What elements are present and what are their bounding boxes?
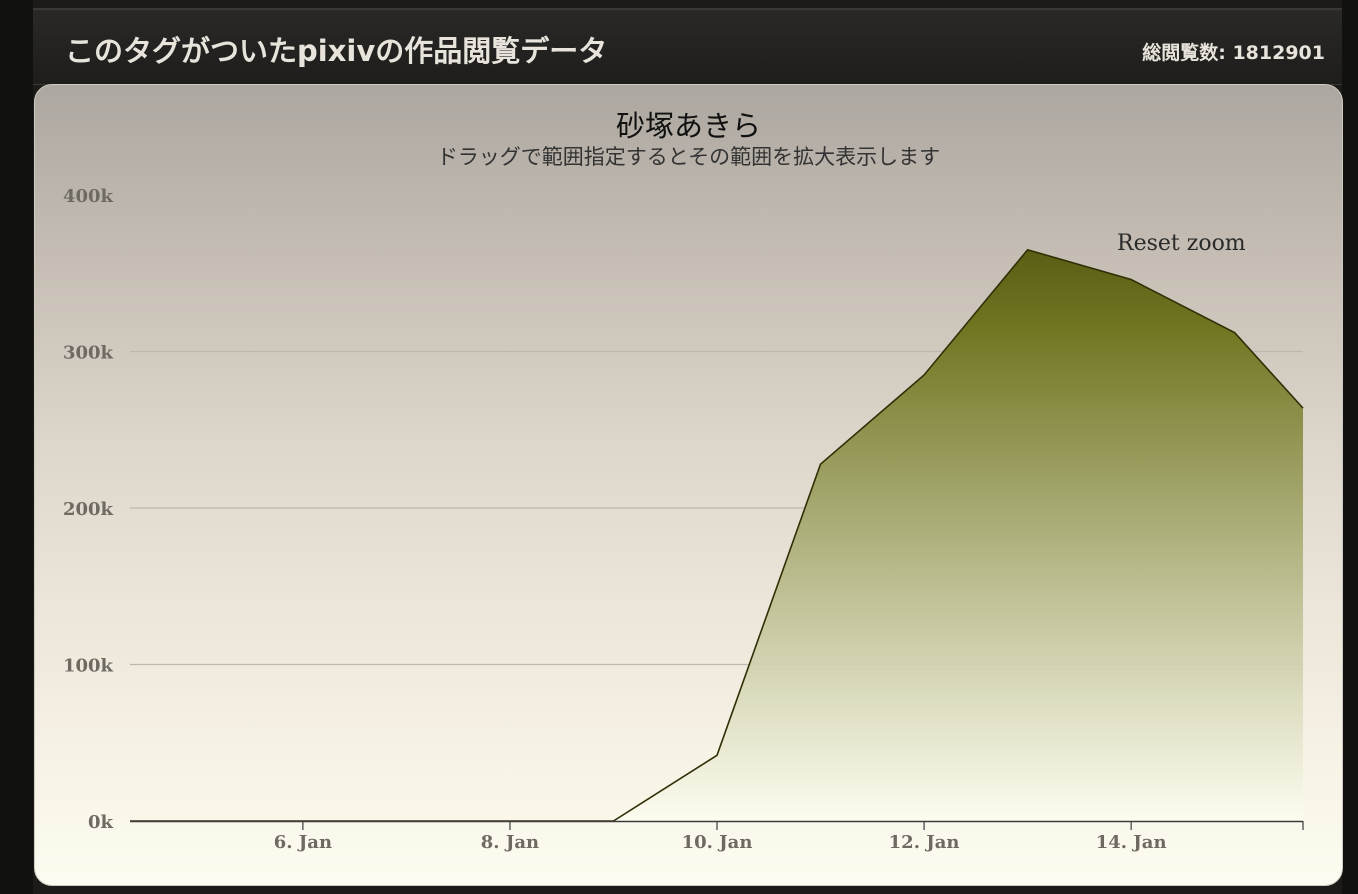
chart-svg[interactable]: 0k 100k 200k 300k 400k 6. Jan 8. Jan 10. Jan 12.… [35,85,1342,885]
y-tick-label: 300k [63,343,114,364]
chart-title: 砂塚あきら [615,109,761,143]
y-tick-label: 400k [63,186,114,207]
y-tick-label: 100k [63,656,114,677]
y-tick-label: 200k [63,499,114,520]
total-views: 総閲覧数: 1812901 [1142,42,1325,64]
chart-container[interactable]: 0k 100k 200k 300k 400k 6. Jan 8. Jan 10. Jan 12.… [34,84,1343,886]
x-tick-label: 6. Jan [274,832,332,853]
x-tick-label: 10. Jan [682,832,753,853]
y-tick-label: 0k [88,812,114,833]
x-tick-label: 8. Jan [481,832,539,853]
x-tick-label: 14. Jan [1096,832,1167,853]
reset-zoom-button[interactable]: Reset zoom [1117,231,1246,256]
page-title: このタグがついたpixivの作品閲覧データ [65,34,608,68]
header-bar: このタグがついたpixivの作品閲覧データ 総閲覧数: 1812901 [33,8,1342,85]
chart-subtitle: ドラッグで範囲指定するとその範囲を拡大表示します [436,145,941,169]
series-area [130,249,1303,822]
x-tick-label: 12. Jan [889,832,960,853]
